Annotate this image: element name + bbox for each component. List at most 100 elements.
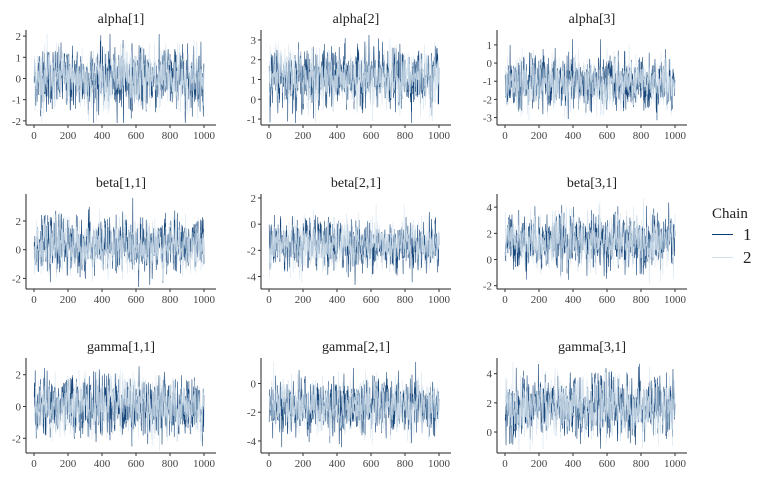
x-tick-label: 800	[633, 294, 650, 306]
panel-title: alpha[3]	[569, 12, 616, 27]
x-tick-label: 1000	[428, 458, 451, 470]
x-tick-label: 400	[94, 458, 111, 470]
y-tick-label: -2	[12, 433, 21, 445]
panel-title: gamma[2,1]	[322, 340, 390, 355]
y-tick-label: 3	[251, 35, 257, 47]
x-tick-label: 0	[502, 458, 508, 470]
x-tick-label: 800	[162, 130, 179, 142]
x-tick-label: 200	[531, 458, 548, 470]
x-tick-label: 400	[329, 458, 346, 470]
y-tick-label: 2	[16, 370, 22, 382]
panel-title: beta[3,1]	[567, 176, 617, 191]
x-tick-label: 0	[266, 458, 272, 470]
x-tick-label: 800	[633, 130, 650, 142]
x-tick-label: 200	[531, 130, 548, 142]
x-tick-label: 800	[397, 458, 414, 470]
y-tick-label: -3	[483, 113, 493, 125]
panel-alpha-2-: alpha[2] -1 0 1 2 3 0 200 400 600 800 1000	[247, 12, 451, 142]
y-tick-label: 0	[487, 427, 493, 439]
x-tick-label: 1000	[193, 130, 216, 142]
x-tick-label: 1000	[664, 458, 687, 470]
trace-chain-2	[33, 33, 205, 124]
legend-swatch-chain-2	[712, 256, 733, 259]
legend-swatch-chain-1	[712, 233, 733, 236]
x-tick-label: 0	[266, 130, 272, 142]
x-tick-label: 800	[633, 458, 650, 470]
legend-entry-chain-2: 2	[712, 246, 752, 269]
legend: Chain 1 2	[712, 206, 752, 269]
y-tick-label: -4	[247, 272, 257, 284]
y-tick-label: 0	[251, 94, 257, 106]
x-tick-label: 1000	[193, 294, 216, 306]
y-tick-label: 0	[487, 58, 493, 70]
x-tick-label: 600	[363, 130, 380, 142]
legend-title: Chain	[712, 206, 748, 222]
panel-title: gamma[1,1]	[87, 340, 155, 355]
y-tick-label: -2	[12, 273, 21, 285]
panel-alpha-1-: alpha[1] -2 -1 0 1 2 0 200 400 600 800 1000	[12, 12, 216, 142]
panel-title: alpha[2]	[333, 12, 380, 27]
x-tick-label: 400	[329, 130, 346, 142]
x-tick-label: 1000	[193, 458, 216, 470]
x-tick-label: 800	[162, 458, 179, 470]
y-tick-label: -1	[483, 76, 492, 88]
panel-gamma-2-1-: gamma[2,1] -4 -2 0 0 200 400 600 800 1000	[247, 340, 451, 470]
panel-title: beta[1,1]	[96, 176, 146, 191]
y-tick-label: 2	[487, 398, 493, 410]
trace-chain-2	[504, 197, 676, 284]
y-tick-label: 1	[487, 40, 493, 52]
x-tick-label: 400	[565, 458, 582, 470]
x-tick-label: 800	[162, 294, 179, 306]
x-tick-label: 600	[363, 458, 380, 470]
panel-beta-3-1-: beta[3,1] -2 0 2 4 0 200 400 600 800 1000	[483, 176, 687, 306]
panel-title: gamma[3,1]	[558, 340, 626, 355]
x-tick-label: 600	[128, 130, 145, 142]
y-tick-label: 0	[487, 255, 493, 267]
x-tick-label: 600	[128, 458, 145, 470]
panel-gamma-1-1-: gamma[1,1] -2 0 2 0 200 400 600 800 1000	[12, 340, 216, 470]
x-tick-label: 800	[397, 130, 414, 142]
x-tick-label: 400	[565, 130, 582, 142]
x-tick-label: 800	[397, 294, 414, 306]
y-tick-label: -1	[12, 95, 21, 107]
x-tick-label: 200	[295, 294, 312, 306]
x-tick-label: 200	[531, 294, 548, 306]
y-tick-label: -2	[247, 407, 256, 419]
x-tick-label: 400	[329, 294, 346, 306]
trace-chain-2	[268, 38, 440, 124]
x-tick-label: 0	[31, 458, 37, 470]
y-tick-label: 2	[16, 216, 22, 228]
y-tick-label: 4	[487, 369, 493, 381]
x-tick-label: 600	[599, 458, 616, 470]
x-tick-label: 200	[295, 458, 312, 470]
y-tick-label: 0	[16, 245, 22, 257]
y-tick-label: -2	[247, 245, 256, 257]
y-tick-label: -2	[12, 116, 21, 128]
y-tick-label: 0	[251, 379, 257, 391]
panel-title: beta[2,1]	[331, 176, 381, 191]
y-tick-label: 2	[251, 55, 257, 67]
x-tick-label: 200	[295, 130, 312, 142]
x-tick-label: 0	[31, 294, 37, 306]
trace-chain-2	[268, 362, 440, 445]
x-tick-label: 400	[94, 130, 111, 142]
x-tick-label: 1000	[428, 294, 451, 306]
panel-gamma-3-1-: gamma[3,1] 0 2 4 0 200 400 600 800 1000	[487, 340, 687, 470]
panel-beta-2-1-: beta[2,1] -4 -2 0 2 0 200 400 600 800 1000	[247, 176, 451, 306]
x-tick-label: 0	[266, 294, 272, 306]
y-tick-label: 2	[251, 193, 257, 205]
panel-alpha-3-: alpha[3] -3 -2 -1 0 1 0 200 400 600 800 1000	[483, 12, 687, 142]
y-tick-label: -2	[483, 94, 492, 106]
y-tick-label: 4	[487, 202, 493, 214]
x-tick-label: 1000	[664, 130, 687, 142]
y-tick-label: 2	[16, 31, 22, 43]
x-tick-label: 0	[31, 130, 37, 142]
y-tick-label: -4	[247, 436, 257, 448]
x-tick-label: 400	[94, 294, 111, 306]
x-tick-label: 200	[60, 458, 77, 470]
trace-chain-2	[504, 361, 676, 452]
x-tick-label: 200	[60, 130, 77, 142]
x-tick-label: 0	[502, 130, 508, 142]
trace-chain-2	[268, 204, 440, 283]
